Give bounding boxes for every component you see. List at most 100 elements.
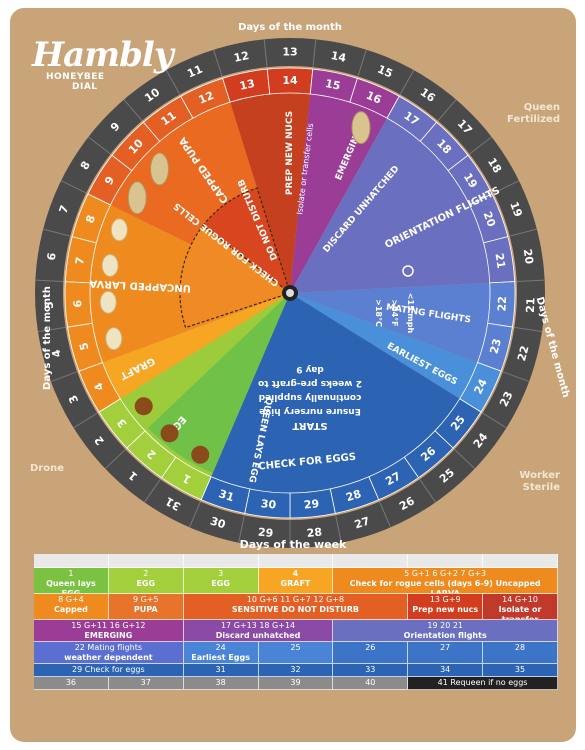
larva-icon — [110, 218, 128, 242]
outer-day-number: 12 — [233, 49, 251, 65]
egg-cell-icon — [160, 424, 179, 443]
egg-cell-icon — [191, 445, 210, 464]
day-cell-number: 34 — [440, 665, 451, 674]
outer-day-number: 20 — [521, 248, 536, 265]
sector-graft — [102, 293, 290, 399]
day-cell-number: 14 G+10 — [502, 595, 538, 604]
day-cell: 38 — [183, 677, 259, 690]
day-cell-number: 37 — [140, 678, 151, 687]
day-cell-number: 36 — [65, 678, 77, 687]
outer-day-number: 14 — [330, 49, 348, 65]
week-day-header — [258, 554, 334, 568]
drone-label: Drone — [30, 463, 65, 474]
day-cell: 4 GRAFT — [258, 568, 334, 594]
inner-day-number: 22 — [495, 296, 509, 312]
day-cell-label: Capped — [53, 605, 88, 614]
day-cell-label: weather dependent — [64, 653, 153, 662]
day-cell-number: 9 G+5 — [132, 595, 159, 604]
inner-day-number: 15 — [324, 77, 342, 93]
outer-day-number: 7 — [57, 203, 72, 215]
week-day-header — [34, 554, 109, 568]
day-cell: 41 Requeen if no eggs — [408, 677, 558, 690]
inner-day-number: 8 — [83, 213, 98, 225]
day-cell-label: EGG — [136, 579, 156, 588]
day-cell-label: SENSITIVE DO NOT DISTURB — [231, 605, 360, 614]
inner-day-number: 31 — [217, 487, 236, 504]
day-cell-number: 3 — [218, 569, 224, 578]
inner-day-number: 12 — [197, 89, 216, 107]
start-note-line: 2 weeks pre-graft to — [258, 378, 362, 388]
day-cell-number: 13 G+9 — [429, 595, 461, 604]
day-cell: 35 — [483, 664, 558, 677]
day-cell: 28 — [483, 642, 558, 664]
outer-day-number: 22 — [515, 344, 531, 362]
queen-label: Queen Fertilized — [507, 102, 560, 125]
day-cell-number: 22 Mating flights — [74, 643, 142, 652]
day-cell-label: EGG — [211, 579, 230, 588]
brand-subtitle-1: HONEYBEE — [46, 72, 105, 82]
day-cell: 13 G+9 Prep new nucs — [408, 594, 484, 620]
honeybee-dial-card: 1 2 3 4 5 6 7 8 9 10 11 12 13 14 15 16 17 18 19 20 21 22 23 24 2… — [10, 8, 576, 742]
day-cell-label: GRAFT — [280, 579, 311, 588]
inner-day-number: 23 — [488, 337, 504, 355]
day-cell-number: 31 — [215, 665, 226, 674]
inner-day-number: 16 — [364, 89, 384, 107]
day-cell-number: 17 G+13 18 G+14 — [220, 621, 296, 630]
uncapped-larva-label: UNCAPPED LARVA — [89, 277, 191, 293]
outer-day-number: 28 — [306, 526, 323, 540]
weather-condition: >18°C — [374, 299, 383, 327]
week-row: 8 G+4 Capped 9 G+5 PUPA 10 G+6 11 G+7 12 G+8… — [34, 594, 558, 620]
day-cell-number: 1 — [68, 569, 74, 578]
week-day-header — [108, 554, 184, 568]
sector-prep-new-nucs — [230, 93, 311, 293]
day-cell: 10 G+6 11 G+7 12 G+8 SENSITIVE DO NOT DIS… — [183, 594, 409, 620]
sector-queen-lays-egg — [147, 293, 290, 474]
day-cell: 24 Earliest Eggs — [183, 642, 259, 664]
day-cell-label: Isolate or transfer — [498, 605, 542, 620]
day-cell-number: 35 — [514, 665, 526, 674]
day-cell: 32 — [258, 664, 334, 677]
outer-day-number: 5 — [43, 301, 56, 309]
day-cell-label: Earliest Eggs — [191, 653, 251, 662]
week-day-header — [183, 554, 259, 568]
start-note-line: Ensure nursery hive — [259, 406, 361, 416]
brand-name: Hambly — [32, 35, 174, 75]
inner-day-number: 6 — [71, 299, 84, 308]
larva-icon — [105, 327, 123, 351]
day-cell-number: 2 — [143, 569, 149, 578]
larva-icon — [101, 253, 119, 277]
week-row: 1 Queen lays EGG 2 EGG 3 EGG 4 GRAFT 5 G+1 6 G+2… — [34, 568, 558, 594]
day-cell: 40 — [333, 677, 409, 690]
day-cell-label: Queen lays EGG — [46, 579, 96, 594]
outer-day-number: 31 — [163, 494, 183, 513]
day-cell-number: 32 — [290, 665, 301, 674]
day-cell-number: 15 G+11 16 G+12 — [71, 621, 146, 630]
day-cell: 26 — [333, 642, 409, 664]
inner-day-number: 20 — [481, 210, 499, 229]
day-cell: 8 G+4 Capped — [34, 594, 109, 620]
day-cell-number: 39 — [290, 678, 301, 687]
day-cell-number: 29 Check for eggs — [72, 665, 145, 674]
larva-icon — [99, 290, 117, 314]
pupa-icon — [127, 181, 147, 215]
day-cell-label: Discard unhatched — [215, 631, 301, 640]
day-cell: 1 Queen lays EGG — [34, 568, 109, 594]
day-cell-number: 10 G+6 11 G+7 12 G+8 — [246, 595, 345, 604]
week-row: 29 Check for eggs 31 32 33 34 35 — [34, 664, 558, 677]
day-cell-label: Orientation flights — [403, 631, 487, 640]
ring-title-left: Days of the month — [42, 286, 53, 390]
day-cell: 36 — [34, 677, 109, 690]
day-cell-label: EMERGING — [84, 631, 133, 640]
day-cell-number: 19 20 21 — [427, 621, 463, 630]
day-cell-number: 8 G+4 — [58, 595, 84, 604]
day-cell-number: 26 — [365, 643, 376, 652]
outer-day-number: 21 — [524, 297, 538, 313]
week-header-row — [34, 554, 558, 568]
ring-title-top: Days of the month — [238, 22, 342, 33]
weather-condition: >64°F — [390, 299, 399, 326]
ring-title-right: Days of the month — [534, 296, 572, 399]
sector-earliest-eggs — [290, 293, 478, 399]
inner-day-cell — [200, 476, 251, 514]
